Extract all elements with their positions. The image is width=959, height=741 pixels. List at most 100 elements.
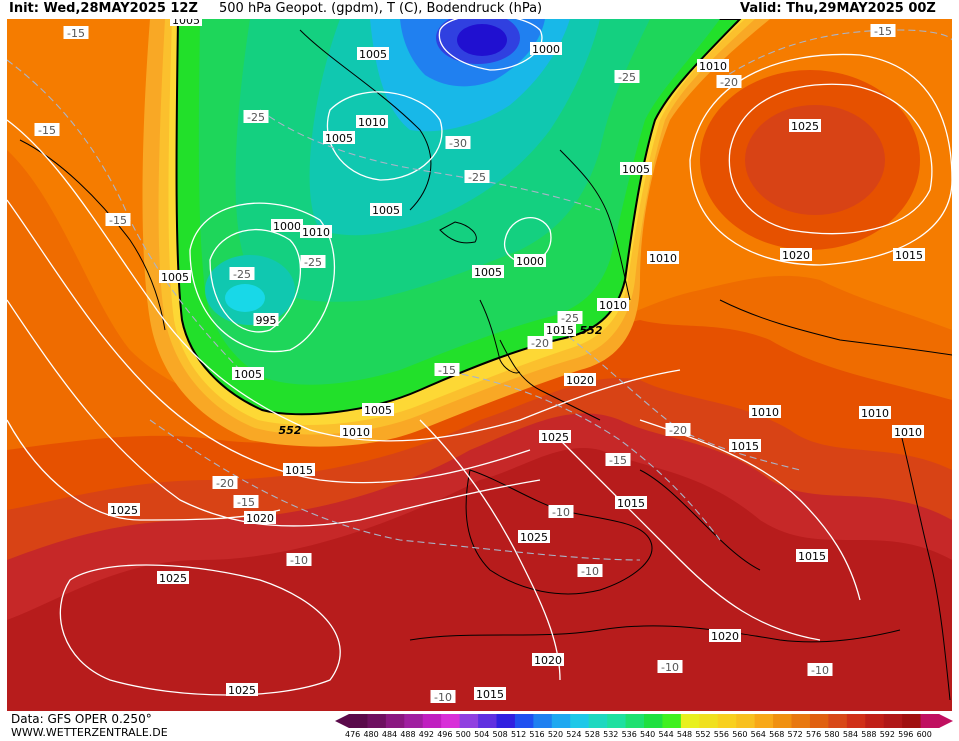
isobar-value-label: 1010 [342, 426, 370, 439]
colorbar-swatch [570, 714, 590, 728]
isobar-value-label-bg [709, 629, 741, 642]
isobar-1025b [59, 564, 341, 696]
temperature-value-label: -15 [438, 364, 456, 377]
temperature-value-label-bg [434, 363, 460, 376]
temperature-labels: -15-25 -20-15-15-25-30-25-15-25-25-25-20-… [34, 24, 896, 704]
temp-line-25 [259, 109, 601, 211]
temperature-value-label-bg [233, 495, 259, 508]
colorbar-swatch [514, 714, 534, 728]
isobar-lines [7, 19, 952, 696]
temp-line-10 [149, 419, 641, 561]
isobar-value-label-bg [370, 203, 402, 216]
colorbar-swatch [625, 714, 645, 728]
isobar-1025a [7, 419, 281, 521]
colorbar-tick-label: 496 [437, 730, 453, 739]
isobar-value-label: 1025 [110, 504, 138, 517]
isobar-value-label: 1005 [325, 132, 353, 145]
temperature-value-label-bg [286, 553, 312, 566]
isobar-value-label: 1000 [532, 43, 560, 56]
website-label: WWW.WETTERZENTRALE.DE [11, 726, 168, 739]
colorbar-swatch [902, 714, 922, 728]
colorbar-tick-label: 600 [916, 730, 932, 739]
colorbar-tick-label: 508 [492, 730, 508, 739]
temperature-value-label: -20 [531, 337, 549, 350]
colorbar-tick-label: 480 [363, 730, 379, 739]
temperature-value-label: -20 [669, 424, 687, 437]
colorbar [335, 714, 953, 728]
isobar-1010 [7, 119, 681, 442]
temperature-value-label-bg [34, 123, 60, 136]
chart-header: Init: Wed,28MAY2025 12Z 500 hPa Geopot. … [0, 0, 959, 19]
isobar-value-label: 1015 [285, 464, 313, 477]
colorbar-swatch [551, 714, 571, 728]
isobar-value-label: 1010 [358, 116, 386, 129]
colorbar-tick-label: 528 [584, 730, 600, 739]
colorbar-swatch [680, 714, 700, 728]
isobar-value-label: 1015 [617, 497, 645, 510]
isobar-value-label: 1020 [711, 630, 739, 643]
valid-time-label: Valid: Thu,29MAY2025 00Z [740, 1, 936, 16]
isobar-1015 [7, 199, 531, 484]
temperature-value-label: -25 [304, 256, 322, 269]
temperature-value-label: -20 [216, 477, 234, 490]
isobar-value-label-bg [564, 373, 596, 386]
colorbar-min-arrow [335, 714, 349, 728]
colorbar-swatch [699, 714, 719, 728]
temperature-value-label: -10 [661, 661, 679, 674]
temperature-value-label: -25 [618, 71, 636, 84]
colorbar-tick-label: 536 [621, 730, 637, 739]
temperature-value-label: -25 [247, 111, 265, 124]
temperature-value-label: -15 [237, 496, 255, 509]
temperature-value-label-bg [605, 453, 631, 466]
temperature-value-label-bg [657, 660, 683, 673]
temperature-value-label-bg [527, 336, 553, 349]
colorbar-tick-label: 516 [529, 730, 545, 739]
colorbar-tick-label: 560 [732, 730, 748, 739]
colorbar-swatch [496, 714, 516, 728]
isobar-value-label: 1015 [731, 440, 759, 453]
geopot-552-label: 552 [580, 324, 603, 337]
isobar-value-label: 1025 [541, 431, 569, 444]
isobar-1020-high [689, 53, 952, 266]
colorbar-max-arrow [939, 714, 953, 728]
greenland-coast [299, 29, 432, 211]
colorbar-tick-label: 476 [345, 730, 361, 739]
colorbar-swatch [865, 714, 885, 728]
temperature-value-label-bg [229, 267, 255, 280]
colorbar-swatch [478, 714, 497, 728]
isobar-value-label: 1015 [895, 249, 923, 262]
isobar-value-label: 1000 [273, 220, 301, 233]
colorbar-tick-label: 520 [547, 730, 564, 739]
isobar-value-label: 1020 [782, 249, 810, 262]
temperature-value-label-bg [614, 70, 640, 83]
colorbar-tick-label: 488 [400, 730, 416, 739]
isobar-value-label: 1025 [791, 120, 819, 133]
north-america-coast [19, 139, 166, 331]
colorbar-tick-label: 592 [879, 730, 895, 739]
colorbar-tick-label: 544 [658, 730, 674, 739]
isobar-value-label-bg [271, 219, 303, 232]
isobar-value-label: 1005 [622, 163, 650, 176]
colorbar-tick-label: 500 [455, 730, 471, 739]
temperature-value-label-bg [105, 213, 131, 226]
temperature-value-label: -10 [434, 691, 452, 704]
temperature-value-label-bg [212, 476, 238, 489]
isobar-value-label-bg [789, 119, 821, 132]
colorbar-swatch [459, 714, 479, 728]
colorbar-swatch [754, 714, 774, 728]
temperature-value-label: -15 [109, 214, 127, 227]
isobar-value-label-bg [232, 367, 264, 380]
colorbar-tick-label: 576 [805, 730, 822, 739]
init-time-label: Init: Wed,28MAY2025 12Z [9, 1, 198, 16]
isobar-value-label: 1005 [172, 19, 200, 27]
east-europe-border [719, 299, 952, 356]
isobar-value-label: 1010 [751, 406, 779, 419]
isobar-value-label-bg [253, 313, 279, 326]
colorbar-swatch [883, 714, 903, 728]
colorbar-swatch [662, 714, 682, 728]
italy-coast [639, 469, 761, 571]
temperature-value-label-bg [548, 505, 574, 518]
temperature-value-label: -30 [449, 137, 467, 150]
isobar-1015-med [639, 419, 861, 601]
